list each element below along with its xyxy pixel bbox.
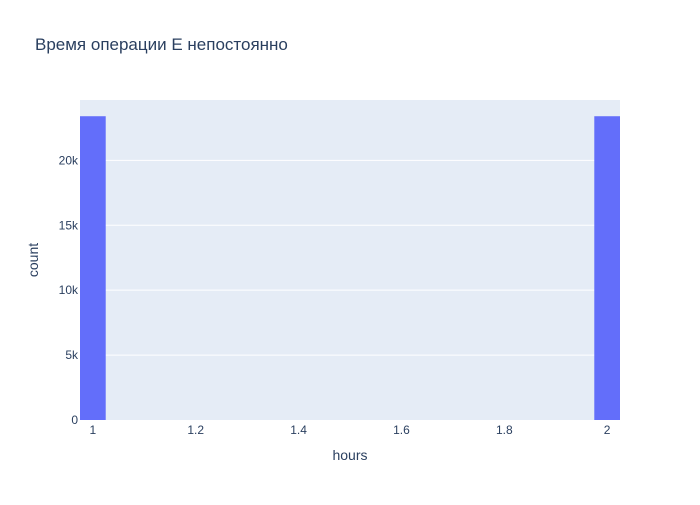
- x-tick-label: 1.2: [187, 423, 204, 437]
- y-tick-label: 20k: [59, 153, 79, 167]
- y-tick-label: 0: [71, 413, 78, 427]
- chart-title: Время операции Е непостоянно: [35, 35, 288, 54]
- plot-background: [80, 100, 620, 420]
- x-tick-label: 2: [604, 423, 611, 437]
- bars: [80, 116, 620, 421]
- y-axis-label: count: [25, 243, 41, 277]
- y-tick-label: 15k: [59, 218, 79, 232]
- x-axis-label: hours: [332, 447, 367, 463]
- x-tick-label: 1.4: [290, 423, 307, 437]
- y-axis-ticks: 0 5k 10k 15k 20k: [59, 153, 79, 427]
- grid-lines: [80, 159, 620, 356]
- y-tick-label: 10k: [59, 283, 79, 297]
- histogram-bar: [594, 116, 620, 421]
- x-tick-label: 1.8: [496, 423, 513, 437]
- x-tick-label: 1.6: [393, 423, 410, 437]
- x-tick-label: 1: [90, 423, 97, 437]
- x-axis-ticks: 1 1.2 1.4 1.6 1.8 2: [90, 423, 611, 437]
- histogram-bar: [80, 116, 106, 421]
- y-tick-label: 5k: [65, 348, 79, 362]
